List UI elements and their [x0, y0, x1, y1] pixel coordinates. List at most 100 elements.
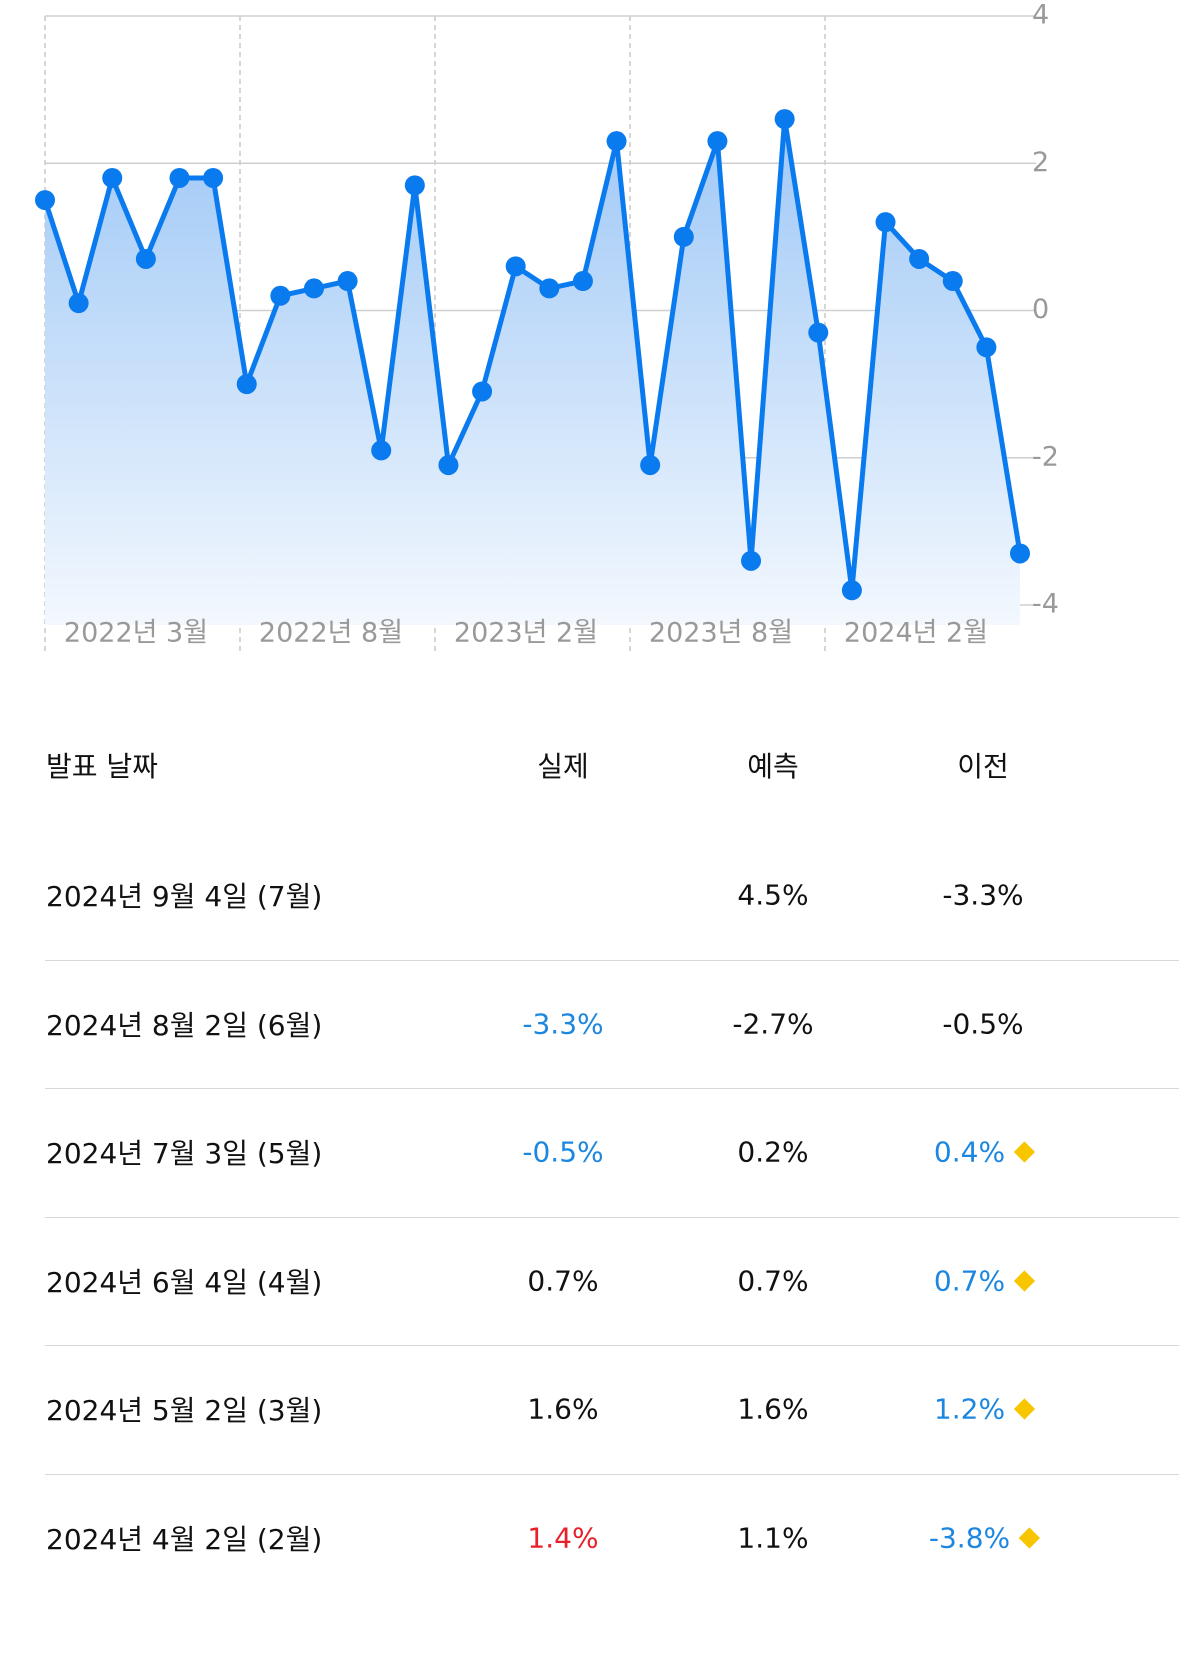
row-separator — [45, 1345, 1179, 1347]
x-tick-label: 2022년 3월 — [64, 618, 208, 649]
column-header: 이전 — [957, 750, 1009, 783]
point — [303, 278, 324, 299]
cell-text: 4.5% — [737, 878, 809, 912]
row-separator — [45, 959, 1179, 961]
point — [371, 440, 392, 461]
point — [337, 271, 358, 292]
chart: 4 2 0 -2 -4 2022년 3월 2022년 8월 2023년 2월 2023년 8월 2… — [35, 0, 1059, 655]
point — [472, 381, 493, 402]
cell-text: -0.5% — [942, 1007, 1024, 1041]
table-cell: 1.2% — [933, 1392, 1036, 1426]
x-tick-label: 2022년 8월 — [259, 618, 403, 649]
cell-text: -3.8% — [928, 1521, 1011, 1555]
point — [102, 167, 123, 188]
point — [270, 285, 291, 306]
row-separator — [45, 1216, 1179, 1218]
cell-text: 2024년 4월 2일 (2월) — [46, 1523, 323, 1556]
column-header: 예측 — [747, 750, 799, 783]
point — [572, 271, 593, 292]
cell-text: 1.6% — [737, 1392, 809, 1426]
point — [135, 248, 156, 269]
point — [169, 167, 190, 188]
y-tick-label: 4 — [1032, 0, 1049, 31]
y-tick-label: -2 — [1032, 441, 1059, 472]
cell-text: 2024년 8월 2일 (6월) — [46, 1008, 323, 1042]
cell-text: 0.2% — [737, 1135, 809, 1169]
point — [606, 131, 627, 152]
cell-text: 0.7% — [933, 1264, 1006, 1298]
cell-text: 0.7% — [527, 1264, 599, 1298]
cell-text: -3.3% — [942, 878, 1024, 912]
revised-icon — [1013, 1141, 1036, 1163]
y-tick-label: -4 — [1032, 589, 1059, 620]
point — [203, 167, 224, 188]
table-cell: 2024년 5월 2일 (3월) — [46, 1389, 322, 1429]
cell-text: 1.4% — [527, 1521, 599, 1555]
table-cell: 0.4% — [933, 1135, 1036, 1169]
table-cell: 1.1% — [737, 1522, 808, 1555]
table-cell: 2024년 7월 3일 (5월) — [46, 1132, 322, 1172]
cell-text: 2024년 7월 3일 (5월) — [46, 1137, 323, 1171]
cell-text: -0.5% — [522, 1135, 604, 1169]
revised-icon — [1019, 1527, 1041, 1549]
point — [909, 248, 930, 269]
cell-text: 2024년 6월 4일 (4월) — [46, 1265, 323, 1299]
point — [741, 550, 762, 571]
table-cell: 0.7% — [527, 1264, 598, 1297]
row-separator — [45, 1088, 1179, 1090]
point — [808, 322, 829, 343]
table-cell: 0.2% — [737, 1136, 808, 1169]
point — [404, 175, 425, 196]
point — [875, 212, 896, 233]
point — [505, 256, 526, 277]
cell-text: 0.7% — [737, 1264, 809, 1298]
cell-text: -3.3% — [522, 1007, 604, 1041]
row-separator — [45, 1474, 1179, 1475]
table-cell: 1.6% — [527, 1393, 598, 1426]
column-header: 실제 — [537, 750, 589, 783]
point — [707, 131, 728, 152]
point — [539, 278, 560, 299]
table-cell: -2.7% — [732, 1007, 813, 1040]
revised-icon — [1013, 1398, 1036, 1420]
point — [841, 580, 862, 601]
point — [438, 455, 459, 476]
table-cell: 0.7% — [933, 1264, 1036, 1298]
table-cell: 1.4% — [527, 1522, 598, 1555]
point — [942, 271, 963, 292]
y-tick-label: 0 — [1032, 294, 1049, 325]
y-tick-label: 2 — [1032, 147, 1049, 178]
table-cell: 2024년 6월 4일 (4월) — [46, 1261, 322, 1301]
table-cell: 1.6% — [737, 1393, 808, 1426]
table-cell: 2024년 8월 2일 (6월) — [46, 1004, 322, 1044]
point — [673, 226, 694, 247]
table-cell: -0.5% — [942, 1007, 1023, 1040]
point — [976, 337, 997, 358]
cell-text: 0.4% — [933, 1135, 1006, 1169]
point — [640, 455, 661, 476]
table-cell: 2024년 4월 2일 (2월) — [46, 1518, 322, 1558]
point — [35, 190, 55, 211]
x-tick-label: 2023년 8월 — [649, 618, 793, 649]
cell-text: -2.7% — [732, 1007, 814, 1041]
point — [236, 374, 257, 395]
table-cell: -3.8% — [928, 1521, 1041, 1555]
table-cell: -3.3% — [522, 1007, 603, 1040]
cell-text: 1.6% — [527, 1392, 599, 1426]
table-cell: 0.7% — [737, 1264, 808, 1297]
point — [68, 293, 89, 314]
x-tick-label: 2024년 2월 — [844, 618, 988, 649]
table-cell: -3.3% — [942, 879, 1023, 912]
table-cell: 2024년 9월 4일 (7월) — [46, 875, 322, 915]
revised-icon — [1013, 1270, 1036, 1292]
point — [1010, 543, 1030, 564]
cell-text: 1.2% — [933, 1392, 1006, 1426]
table-cell: -0.5% — [522, 1136, 603, 1169]
cell-text: 2024년 5월 2일 (3월) — [46, 1394, 323, 1428]
table-cell: 4.5% — [737, 879, 808, 912]
column-header: 발표 날짜 — [46, 750, 158, 783]
cell-text: 1.1% — [737, 1521, 809, 1555]
cell-text: 2024년 9월 4일 (7월) — [46, 880, 323, 913]
point — [774, 109, 795, 130]
